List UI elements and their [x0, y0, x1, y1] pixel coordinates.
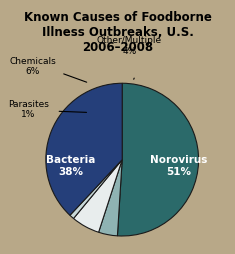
Wedge shape — [74, 160, 122, 232]
Text: Known Causes of Foodborne
Illness Outbreaks, U.S.
2006–2008: Known Causes of Foodborne Illness Outbre… — [24, 11, 212, 53]
Text: Parasites
1%: Parasites 1% — [8, 100, 49, 119]
Wedge shape — [99, 160, 122, 236]
Text: Other/Multiple
4%: Other/Multiple 4% — [97, 36, 162, 55]
Text: Bacteria
38%: Bacteria 38% — [46, 154, 95, 176]
Wedge shape — [118, 84, 199, 236]
Wedge shape — [46, 84, 122, 215]
Wedge shape — [70, 160, 122, 219]
Text: Norovirus
51%: Norovirus 51% — [150, 154, 207, 176]
Text: Chemicals
6%: Chemicals 6% — [10, 56, 56, 76]
